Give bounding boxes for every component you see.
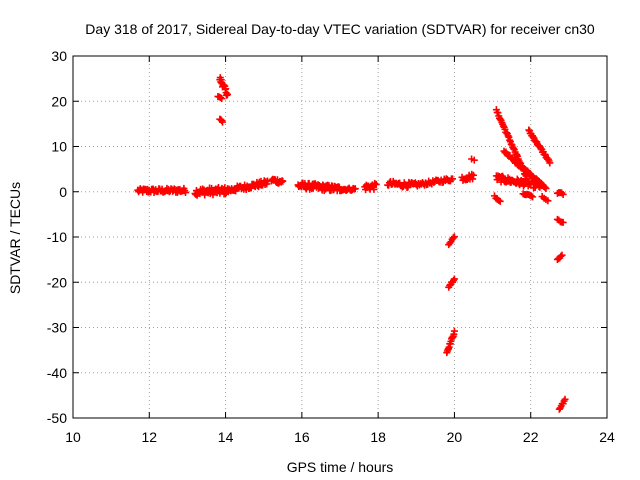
data-point (529, 193, 537, 201)
data-points (134, 74, 569, 413)
x-axis-label: GPS time / hours (287, 459, 394, 475)
chart-title: Day 318 of 2017, Sidereal Day-to-day VTE… (85, 21, 595, 37)
data-point (450, 233, 458, 241)
data-point (223, 90, 231, 98)
axis-ticks (72, 55, 608, 419)
data-point (372, 180, 380, 188)
data-point (450, 275, 458, 283)
x-tick-label: 10 (65, 429, 81, 445)
data-point (450, 327, 458, 335)
x-tick-label: 22 (523, 429, 539, 445)
x-tick-label: 18 (370, 429, 386, 445)
data-point (546, 159, 554, 167)
y-tick-label: 30 (51, 48, 67, 64)
data-point (538, 181, 546, 189)
data-point (449, 234, 457, 242)
x-tick-labels: 10 12 14 16 18 20 22 24 (65, 429, 615, 445)
x-tick-label: 12 (141, 429, 157, 445)
x-tick-label: 16 (294, 429, 310, 445)
data-point (495, 196, 503, 204)
y-tick-labels: 30 20 10 0 -10 -20 -30 -40 -50 (47, 48, 67, 426)
data-point (219, 118, 227, 126)
y-axis-label: SDTVAR / TECUs (7, 182, 23, 294)
data-point (559, 218, 567, 226)
data-point (469, 175, 477, 183)
y-tick-label: -20 (47, 274, 67, 290)
data-point (527, 192, 535, 200)
data-point (370, 185, 378, 193)
y-tick-label: -50 (47, 410, 67, 426)
x-tick-label: 24 (599, 429, 615, 445)
x-tick-label: 14 (218, 429, 234, 445)
data-point (216, 94, 224, 102)
y-tick-label: 0 (59, 184, 67, 200)
data-point (559, 190, 567, 198)
data-point (558, 251, 566, 259)
grid-lines (73, 56, 607, 418)
y-tick-label: 20 (51, 93, 67, 109)
y-tick-label: -30 (47, 320, 67, 336)
y-tick-label: -10 (47, 229, 67, 245)
data-point (182, 189, 190, 197)
data-point (561, 395, 569, 403)
data-point (544, 197, 552, 205)
data-point (449, 175, 457, 183)
data-point (470, 171, 477, 179)
y-tick-label: 10 (51, 139, 67, 155)
data-point (542, 184, 550, 192)
data-point (557, 252, 565, 260)
data-point (218, 117, 226, 125)
y-tick-label: -40 (47, 365, 67, 381)
data-point (218, 95, 226, 103)
data-point (351, 185, 359, 193)
data-point (446, 239, 454, 247)
data-point (449, 276, 457, 284)
data-point (470, 156, 478, 164)
x-tick-label: 20 (447, 429, 463, 445)
data-point (496, 197, 504, 205)
data-point (279, 177, 287, 185)
